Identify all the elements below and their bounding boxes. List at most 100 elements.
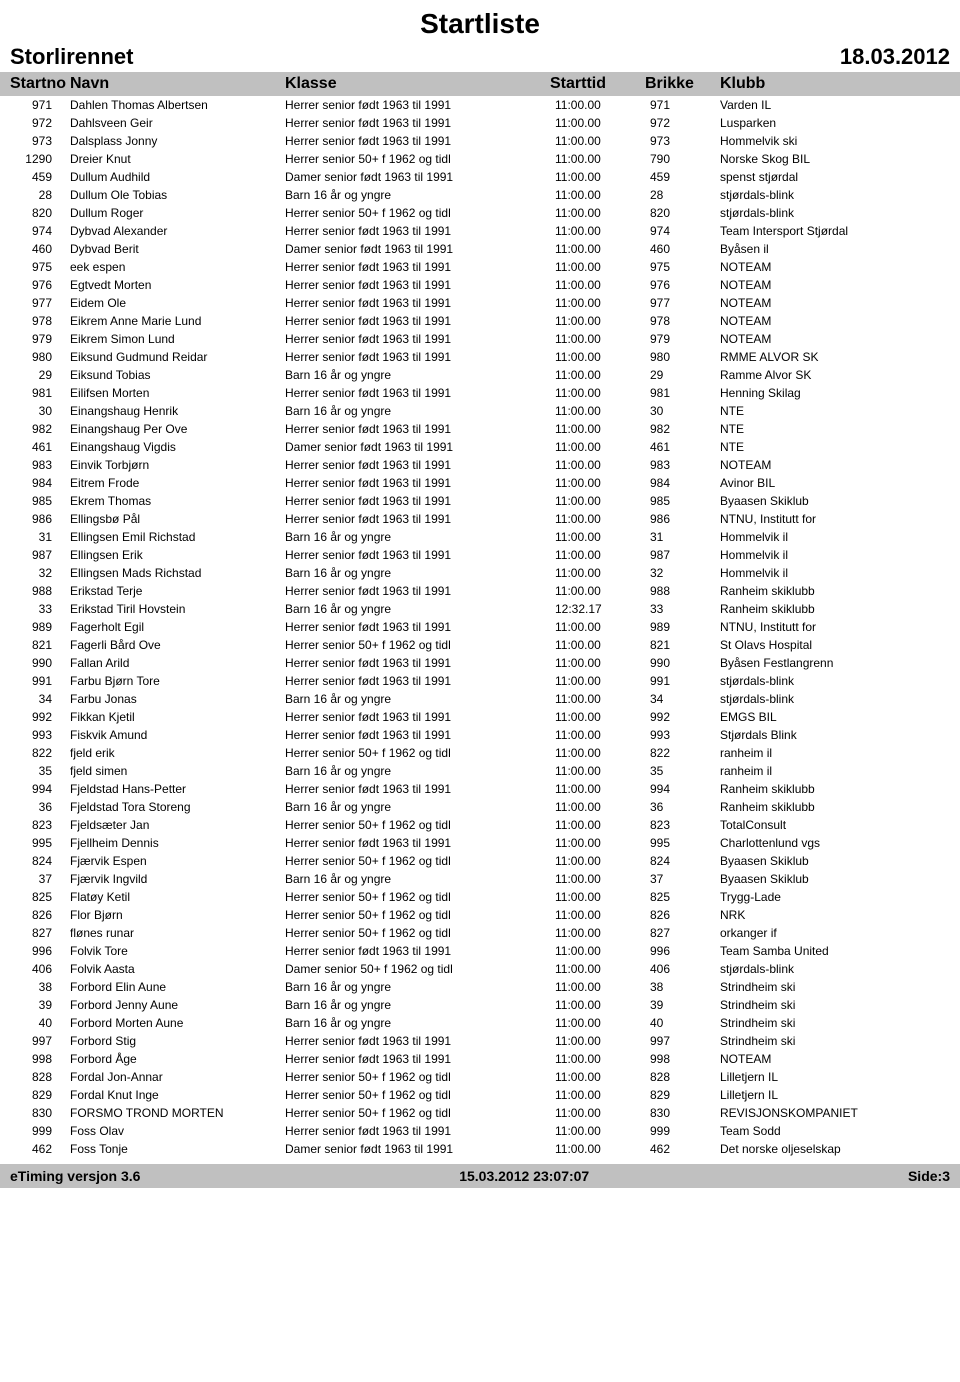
cell-klubb: Strindheim ski <box>720 998 940 1012</box>
cell-navn: Fjellheim Dennis <box>70 836 285 850</box>
table-row: 40Forbord Morten AuneBarn 16 år og yngre… <box>10 1014 950 1032</box>
cell-klubb: NTE <box>720 404 940 418</box>
table-row: 978Eikrem Anne Marie LundHerrer senior f… <box>10 312 950 330</box>
cell-brikke: 406 <box>645 962 720 976</box>
cell-klubb: Avinor BIL <box>720 476 940 490</box>
cell-klasse: Barn 16 år og yngre <box>285 998 550 1012</box>
cell-brikke: 976 <box>645 278 720 292</box>
cell-klubb: stjørdals-blink <box>720 188 940 202</box>
cell-klasse: Herrer senior født 1963 til 1991 <box>285 656 550 670</box>
table-row: 985Ekrem ThomasHerrer senior født 1963 t… <box>10 492 950 510</box>
table-row: 32Ellingsen Mads RichstadBarn 16 år og y… <box>10 564 950 582</box>
cell-startno: 406 <box>10 962 70 976</box>
cell-startno: 979 <box>10 332 70 346</box>
cell-startno: 971 <box>10 98 70 112</box>
cell-starttid: 11:00.00 <box>550 170 645 184</box>
cell-brikke: 971 <box>645 98 720 112</box>
cell-starttid: 11:00.00 <box>550 638 645 652</box>
cell-navn: Eilifsen Morten <box>70 386 285 400</box>
cell-klasse: Barn 16 år og yngre <box>285 692 550 706</box>
cell-klasse: Herrer senior født 1963 til 1991 <box>285 584 550 598</box>
cell-klubb: Lilletjern IL <box>720 1070 940 1084</box>
cell-klubb: spenst stjørdal <box>720 170 940 184</box>
cell-starttid: 11:00.00 <box>550 674 645 688</box>
table-row: 991Farbu Bjørn ToreHerrer senior født 19… <box>10 672 950 690</box>
cell-navn: Einangshaug Henrik <box>70 404 285 418</box>
cell-starttid: 11:00.00 <box>550 656 645 670</box>
cell-navn: Fordal Jon-Annar <box>70 1070 285 1084</box>
cell-starttid: 11:00.00 <box>550 1034 645 1048</box>
cell-klubb: Ranheim skiklubb <box>720 800 940 814</box>
cell-klubb: Ramme Alvor SK <box>720 368 940 382</box>
table-row: 33Erikstad Tiril HovsteinBarn 16 år og y… <box>10 600 950 618</box>
cell-brikke: 998 <box>645 1052 720 1066</box>
cell-starttid: 11:00.00 <box>550 1052 645 1066</box>
cell-klasse: Damer senior 50+ f 1962 og tidl <box>285 962 550 976</box>
cell-startno: 821 <box>10 638 70 652</box>
cell-navn: Fjeldstad Hans-Petter <box>70 782 285 796</box>
cell-startno: 33 <box>10 602 70 616</box>
cell-startno: 981 <box>10 386 70 400</box>
cell-navn: Flatøy Ketil <box>70 890 285 904</box>
cell-startno: 985 <box>10 494 70 508</box>
cell-navn: Einangshaug Vigdis <box>70 440 285 454</box>
cell-klasse: Herrer senior 50+ f 1962 og tidl <box>285 206 550 220</box>
cell-starttid: 11:00.00 <box>550 332 645 346</box>
cell-starttid: 11:00.00 <box>550 188 645 202</box>
cell-startno: 973 <box>10 134 70 148</box>
cell-brikke: 995 <box>645 836 720 850</box>
cell-klasse: Herrer senior født 1963 til 1991 <box>285 332 550 346</box>
cell-navn: Dreier Knut <box>70 152 285 166</box>
cell-brikke: 827 <box>645 926 720 940</box>
cell-starttid: 11:00.00 <box>550 242 645 256</box>
cell-klubb: Varden IL <box>720 98 940 112</box>
cell-starttid: 11:00.00 <box>550 746 645 760</box>
table-row: 998Forbord ÅgeHerrer senior født 1963 ti… <box>10 1050 950 1068</box>
cell-startno: 32 <box>10 566 70 580</box>
cell-navn: Farbu Jonas <box>70 692 285 706</box>
cell-klubb: NOTEAM <box>720 260 940 274</box>
cell-startno: 827 <box>10 926 70 940</box>
cell-navn: Forbord Åge <box>70 1052 285 1066</box>
cell-startno: 980 <box>10 350 70 364</box>
cell-starttid: 11:00.00 <box>550 1016 645 1030</box>
cell-brikke: 36 <box>645 800 720 814</box>
cell-starttid: 11:00.00 <box>550 800 645 814</box>
cell-starttid: 11:00.00 <box>550 386 645 400</box>
cell-brikke: 993 <box>645 728 720 742</box>
cell-navn: Folvik Aasta <box>70 962 285 976</box>
cell-starttid: 11:00.00 <box>550 260 645 274</box>
cell-starttid: 11:00.00 <box>550 728 645 742</box>
cell-klasse: Barn 16 år og yngre <box>285 566 550 580</box>
table-row: 37Fjærvik IngvildBarn 16 år og yngre11:0… <box>10 870 950 888</box>
cell-starttid: 11:00.00 <box>550 152 645 166</box>
cell-klasse: Herrer senior født 1963 til 1991 <box>285 548 550 562</box>
cell-startno: 29 <box>10 368 70 382</box>
footer-center: 15.03.2012 23:07:07 <box>459 1168 589 1184</box>
table-row: 30Einangshaug HenrikBarn 16 år og yngre1… <box>10 402 950 420</box>
cell-startno: 996 <box>10 944 70 958</box>
cell-brikke: 978 <box>645 314 720 328</box>
cell-navn: Eikrem Simon Lund <box>70 332 285 346</box>
cell-brikke: 31 <box>645 530 720 544</box>
cell-navn: Fjærvik Espen <box>70 854 285 868</box>
cell-starttid: 11:00.00 <box>550 872 645 886</box>
cell-klasse: Barn 16 år og yngre <box>285 188 550 202</box>
cell-navn: FORSMO TROND MORTEN <box>70 1106 285 1120</box>
cell-startno: 829 <box>10 1088 70 1102</box>
cell-brikke: 980 <box>645 350 720 364</box>
cell-brikke: 975 <box>645 260 720 274</box>
event-name: Storlirennet <box>10 44 133 70</box>
cell-starttid: 11:00.00 <box>550 1070 645 1084</box>
table-row: 829Fordal Knut IngeHerrer senior 50+ f 1… <box>10 1086 950 1104</box>
cell-starttid: 11:00.00 <box>550 494 645 508</box>
cell-klubb: TotalConsult <box>720 818 940 832</box>
cell-klasse: Herrer senior født 1963 til 1991 <box>285 296 550 310</box>
table-row: 981Eilifsen MortenHerrer senior født 196… <box>10 384 950 402</box>
cell-brikke: 32 <box>645 566 720 580</box>
cell-brikke: 38 <box>645 980 720 994</box>
cell-brikke: 830 <box>645 1106 720 1120</box>
cell-klasse: Herrer senior født 1963 til 1991 <box>285 134 550 148</box>
cell-starttid: 11:00.00 <box>550 782 645 796</box>
cell-navn: Ellingsbø Pål <box>70 512 285 526</box>
